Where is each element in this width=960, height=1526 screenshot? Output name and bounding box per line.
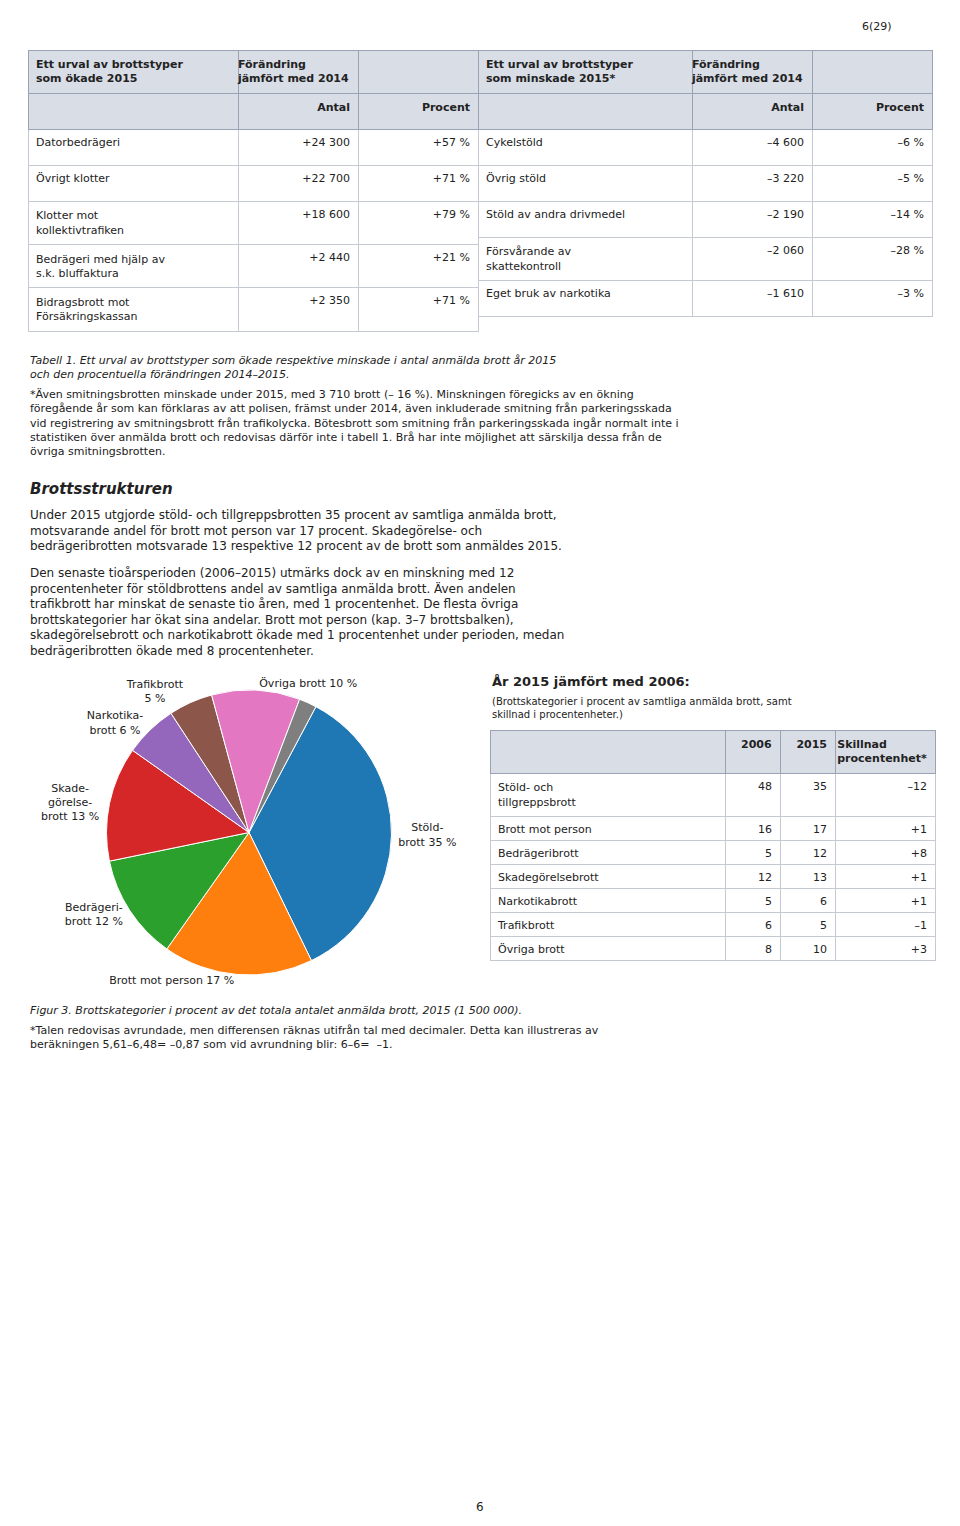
svg-text:Eget bruk av narkotika: Eget bruk av narkotika <box>486 287 611 300</box>
svg-text:12: 12 <box>758 871 772 884</box>
svg-text:Stöld- ochtillgreppsbrott: Stöld- ochtillgreppsbrott <box>498 781 577 808</box>
svg-text:–1 610: –1 610 <box>767 287 804 300</box>
svg-text:Skadegörelsebrott: Skadegörelsebrott <box>498 871 599 884</box>
svg-text:Procent: Procent <box>876 101 924 114</box>
svg-text:6: 6 <box>476 1500 484 1514</box>
svg-text:Under 2015 utgjorde stöld- och: Under 2015 utgjorde stöld- och tillgrepp… <box>30 508 562 553</box>
svg-text:5: 5 <box>765 895 772 908</box>
svg-text:Antal: Antal <box>771 101 804 114</box>
svg-text:+22 700: +22 700 <box>302 172 350 185</box>
svg-text:*Talen redovisas avrundade, me: *Talen redovisas avrundade, men differen… <box>30 1024 599 1051</box>
svg-text:35: 35 <box>813 780 827 793</box>
svg-text:Bedrägeri med hjälp avs.k. blu: Bedrägeri med hjälp avs.k. bluffaktura <box>36 253 165 280</box>
svg-text:5: 5 <box>765 847 772 860</box>
svg-text:Procent: Procent <box>422 101 470 114</box>
svg-text:Brott mot person: Brott mot person <box>498 823 592 836</box>
svg-text:+71 %: +71 % <box>433 294 470 307</box>
svg-text:Stöld-brott 35 %: Stöld-brott 35 % <box>398 821 456 848</box>
svg-text:–14 %: –14 % <box>891 208 924 221</box>
svg-text:Förändringjämfört med 2014: Förändringjämfört med 2014 <box>237 58 349 85</box>
svg-text:Bedrägeribrott: Bedrägeribrott <box>498 847 579 860</box>
svg-text:–28 %: –28 % <box>891 244 924 257</box>
svg-text:Bidragsbrott motFörsäkringskas: Bidragsbrott motFörsäkringskassan <box>36 296 137 323</box>
svg-text:Narkotika-brott 6 %: Narkotika-brott 6 % <box>87 709 143 736</box>
svg-text:16: 16 <box>758 823 772 836</box>
svg-text:+1: +1 <box>911 895 927 908</box>
svg-text:2006: 2006 <box>741 738 772 751</box>
svg-text:+3: +3 <box>911 943 927 956</box>
svg-text:+2 350: +2 350 <box>309 294 350 307</box>
svg-text:Cykelstöld: Cykelstöld <box>486 136 543 149</box>
svg-text:–3 %: –3 % <box>898 287 924 300</box>
svg-text:+2 440: +2 440 <box>309 251 350 264</box>
svg-text:Bedrägeri-brott 12 %: Bedrägeri-brott 12 % <box>65 901 123 928</box>
svg-text:Försvårande avskattekontroll: Försvårande avskattekontroll <box>486 245 571 272</box>
svg-text:(Brottskategorier i procent av: (Brottskategorier i procent av samtliga … <box>492 696 792 720</box>
svg-text:+1: +1 <box>911 823 927 836</box>
svg-text:–4 600: –4 600 <box>767 136 804 149</box>
svg-text:+71 %: +71 % <box>433 172 470 185</box>
svg-text:Övrig stöld: Övrig stöld <box>486 172 546 185</box>
svg-text:År 2015 jämfört med 2006:: År 2015 jämfört med 2006: <box>492 674 690 689</box>
svg-text:Ett urval av brottstypersom ök: Ett urval av brottstypersom ökade 2015 <box>36 58 183 85</box>
svg-text:+79 %: +79 % <box>433 208 470 221</box>
svg-text:–2 060: –2 060 <box>767 244 804 257</box>
svg-text:+57 %: +57 % <box>433 136 470 149</box>
svg-text:Den senaste tioårsperioden (20: Den senaste tioårsperioden (2006–2015) u… <box>30 566 564 658</box>
svg-text:10: 10 <box>813 943 827 956</box>
svg-text:48: 48 <box>758 780 772 793</box>
svg-text:Övriga brott 10 %: Övriga brott 10 % <box>259 677 357 690</box>
svg-text:6: 6 <box>765 919 772 932</box>
svg-text:2015: 2015 <box>796 738 827 751</box>
svg-text:Figur 3. Brottskategorier i pr: Figur 3. Brottskategorier i procent av d… <box>30 1004 522 1017</box>
svg-text:6: 6 <box>820 895 827 908</box>
svg-text:Övriga brott: Övriga brott <box>498 943 565 956</box>
svg-text:+21 %: +21 % <box>433 251 470 264</box>
svg-text:Tabell 1. Ett urval av brottst: Tabell 1. Ett urval av brottstyper som ö… <box>30 354 556 381</box>
svg-text:17: 17 <box>813 823 827 836</box>
svg-text:Trafikbrott: Trafikbrott <box>497 919 555 932</box>
svg-text:+8: +8 <box>911 847 927 860</box>
svg-text:Förändringjämfört med 2014: Förändringjämfört med 2014 <box>691 58 803 85</box>
svg-text:Brottsstrukturen: Brottsstrukturen <box>30 480 173 498</box>
svg-text:Klotter motkollektivtrafiken: Klotter motkollektivtrafiken <box>36 209 124 236</box>
svg-text:5: 5 <box>820 919 827 932</box>
svg-text:Brott mot person 17 %: Brott mot person 17 % <box>109 974 234 987</box>
svg-text:–1: –1 <box>915 919 928 932</box>
svg-text:8: 8 <box>765 943 772 956</box>
svg-text:12: 12 <box>813 847 827 860</box>
svg-text:Ett urval av brottstypersom mi: Ett urval av brottstypersom minskade 201… <box>486 58 633 85</box>
svg-text:+1: +1 <box>911 871 927 884</box>
svg-text:–12: –12 <box>908 780 928 793</box>
svg-text:+18 600: +18 600 <box>302 208 350 221</box>
svg-text:Övrigt klotter: Övrigt klotter <box>36 172 110 185</box>
svg-text:6(29): 6(29) <box>862 20 892 33</box>
svg-text:–5 %: –5 % <box>898 172 924 185</box>
svg-text:Narkotikabrott: Narkotikabrott <box>498 895 578 908</box>
svg-text:Trafikbrott5 %: Trafikbrott5 % <box>126 678 184 705</box>
svg-text:Datorbedrägeri: Datorbedrägeri <box>36 136 120 149</box>
svg-text:Skade-görelse-brott 13 %: Skade-görelse-brott 13 % <box>41 782 99 824</box>
svg-text:Skillnadprocentenhet*: Skillnadprocentenhet* <box>837 738 927 765</box>
svg-text:–6 %: –6 % <box>898 136 924 149</box>
svg-text:–2 190: –2 190 <box>767 208 804 221</box>
svg-text:13: 13 <box>813 871 827 884</box>
svg-text:–3 220: –3 220 <box>767 172 804 185</box>
svg-text:Antal: Antal <box>317 101 350 114</box>
svg-text:*Även smitningsbrotten minskad: *Även smitningsbrotten minskade under 20… <box>30 388 679 458</box>
svg-text:+24 300: +24 300 <box>302 136 350 149</box>
svg-text:Stöld av andra drivmedel: Stöld av andra drivmedel <box>486 208 625 221</box>
